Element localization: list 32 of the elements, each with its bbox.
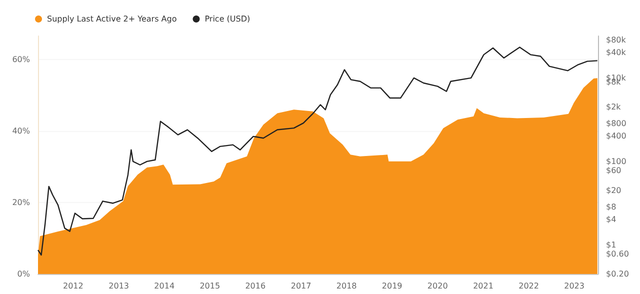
x-tick-label: 2017 [290,282,312,290]
legend-label: Price (USD) [204,14,250,24]
x-tick-label: 2022 [518,282,539,290]
x-tick-label: 2014 [154,282,175,290]
y2-tick-label: $80k [606,36,626,45]
y2-tick-label: $0.20 [606,270,629,278]
y2-tick-label: $400 [606,132,626,141]
x-tick-label: 2013 [108,282,129,290]
y2-tick-label: $2k [606,102,622,112]
x-tick-label: 2015 [200,282,220,290]
y2-tick-label: $0.60 [606,250,629,259]
y2-tick-label: $8 [606,202,616,212]
y-tick-label: 60% [12,55,30,64]
x-tick-label: 2020 [427,282,448,290]
y-tick-label: 20% [12,198,30,208]
x-tick-label: 2021 [473,282,494,290]
y2-tick-label: $100 [606,156,626,166]
y2-tick-label: $4 [606,215,616,224]
y2-tick-label: $800 [606,119,626,128]
y2-tick-label: $60 [606,166,622,176]
y2-tick-label: $20 [606,186,622,195]
y-tick-label: 0% [17,270,30,278]
y2-tick-label: $1 [606,240,616,250]
x-tick-label: 2012 [62,282,84,290]
y2-tick-label: $40k [606,48,626,58]
y-tick-label: 40% [12,126,30,136]
x-tick-label: 2019 [382,282,402,290]
line-series [37,46,598,256]
x-tick-label: 2016 [245,282,266,290]
x-tick-label: 2023 [564,282,584,290]
legend-label: Supply Last Active 2+ Years Ago [47,14,177,24]
x-tick-label: 2018 [336,282,357,290]
